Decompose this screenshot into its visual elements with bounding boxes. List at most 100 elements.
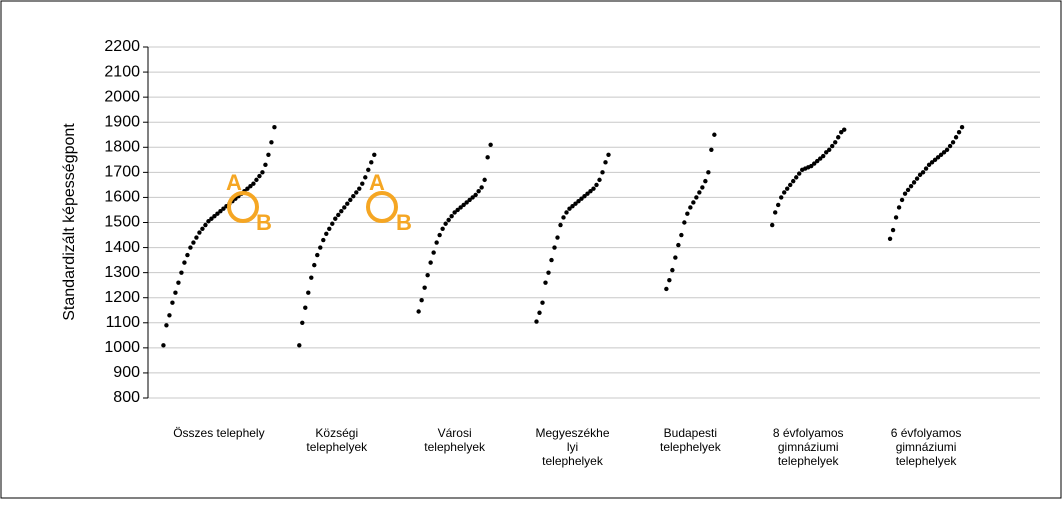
annotation-circle bbox=[227, 191, 259, 223]
dot bbox=[212, 214, 217, 219]
dot bbox=[555, 235, 560, 240]
dot bbox=[935, 155, 941, 160]
dot bbox=[917, 172, 923, 178]
y-axis-label: Standardizált képességpont bbox=[61, 123, 78, 321]
x-tick-label-line: Városi bbox=[438, 426, 472, 440]
dot bbox=[431, 250, 436, 255]
dot bbox=[603, 160, 608, 165]
dot bbox=[194, 235, 199, 240]
dot bbox=[312, 262, 317, 268]
annotation-label: B bbox=[396, 210, 412, 235]
dot bbox=[458, 205, 463, 210]
dot bbox=[449, 214, 454, 219]
dot bbox=[576, 198, 581, 204]
dot bbox=[269, 140, 274, 145]
dot bbox=[824, 150, 829, 155]
annotation-circle bbox=[366, 191, 398, 223]
dot bbox=[776, 202, 781, 208]
dot bbox=[788, 182, 793, 188]
dot bbox=[309, 275, 314, 280]
dot bbox=[537, 310, 542, 315]
dot bbox=[794, 175, 799, 180]
dot bbox=[697, 190, 702, 195]
dot bbox=[479, 185, 484, 190]
dot bbox=[170, 300, 175, 305]
dot bbox=[688, 205, 693, 210]
dot bbox=[567, 206, 572, 211]
dot bbox=[348, 197, 353, 203]
dot bbox=[959, 125, 965, 130]
y-tick-label: 1400 bbox=[104, 239, 140, 256]
dot bbox=[191, 240, 196, 245]
x-tick-label-line: telephelyek bbox=[660, 440, 722, 454]
grid: 800 900 1000 1100 1200 1300 1400 1500 1600 1700 18… bbox=[104, 38, 1040, 406]
dot bbox=[706, 170, 711, 175]
dot bbox=[161, 343, 166, 348]
dot bbox=[200, 226, 205, 231]
dot bbox=[215, 211, 220, 216]
x-tick-label-line: 8 évfolyamos bbox=[773, 426, 844, 440]
dot bbox=[905, 187, 911, 193]
dot bbox=[770, 222, 775, 228]
dot bbox=[321, 237, 326, 243]
dot bbox=[821, 153, 826, 159]
dot bbox=[251, 181, 256, 186]
x-tick-label-line: telephelyek bbox=[424, 440, 486, 454]
dot bbox=[546, 270, 551, 275]
dot bbox=[812, 161, 817, 166]
dot bbox=[434, 240, 439, 245]
dot bbox=[297, 343, 302, 348]
dot bbox=[422, 285, 427, 290]
dot bbox=[416, 309, 421, 314]
dot bbox=[815, 158, 820, 164]
dot bbox=[369, 160, 374, 165]
dot bbox=[809, 163, 814, 169]
dot bbox=[209, 216, 214, 221]
dot bbox=[667, 277, 672, 283]
dot bbox=[694, 195, 699, 200]
dot bbox=[363, 175, 368, 180]
dot bbox=[920, 170, 926, 175]
dot-group bbox=[161, 125, 277, 348]
x-tick-label: 8 évfolyamos gimnáziumi telephelyek bbox=[773, 426, 844, 468]
dot bbox=[594, 182, 599, 188]
dot-group bbox=[416, 142, 493, 314]
dot bbox=[534, 319, 539, 324]
dot bbox=[911, 180, 917, 185]
dot bbox=[896, 205, 902, 210]
dot bbox=[902, 191, 908, 196]
dot bbox=[670, 267, 675, 273]
dot bbox=[564, 210, 569, 215]
dot bbox=[664, 286, 669, 292]
dot bbox=[914, 176, 920, 181]
dot bbox=[827, 147, 832, 152]
x-tick-label-line: gimnáziumi bbox=[896, 440, 957, 454]
dot bbox=[266, 152, 271, 158]
dot bbox=[785, 186, 790, 191]
dot bbox=[339, 209, 344, 214]
dot bbox=[306, 290, 311, 295]
dot bbox=[443, 221, 448, 226]
dot bbox=[330, 221, 335, 226]
x-tick-label-line: telephelyek bbox=[306, 440, 368, 454]
x-tick-label-line: Összes telephely bbox=[173, 426, 264, 440]
dot bbox=[263, 162, 268, 168]
dot bbox=[300, 320, 305, 325]
y-tick-label: 2200 bbox=[104, 38, 140, 55]
dot bbox=[543, 280, 548, 285]
dot bbox=[929, 160, 935, 165]
x-tick-label: 6 évfolyamos gimnáziumi telephelyek bbox=[891, 426, 962, 468]
dot bbox=[712, 132, 717, 137]
dot bbox=[203, 222, 208, 228]
dot bbox=[540, 300, 545, 305]
y-tick-label: 2100 bbox=[104, 63, 140, 80]
dot bbox=[923, 166, 929, 171]
dot bbox=[167, 313, 172, 318]
y-tick-label: 800 bbox=[113, 389, 140, 406]
dot bbox=[597, 177, 602, 183]
dot bbox=[464, 200, 469, 205]
dot bbox=[419, 298, 424, 303]
y-tick-label: 1600 bbox=[104, 189, 140, 206]
dot bbox=[591, 186, 596, 191]
